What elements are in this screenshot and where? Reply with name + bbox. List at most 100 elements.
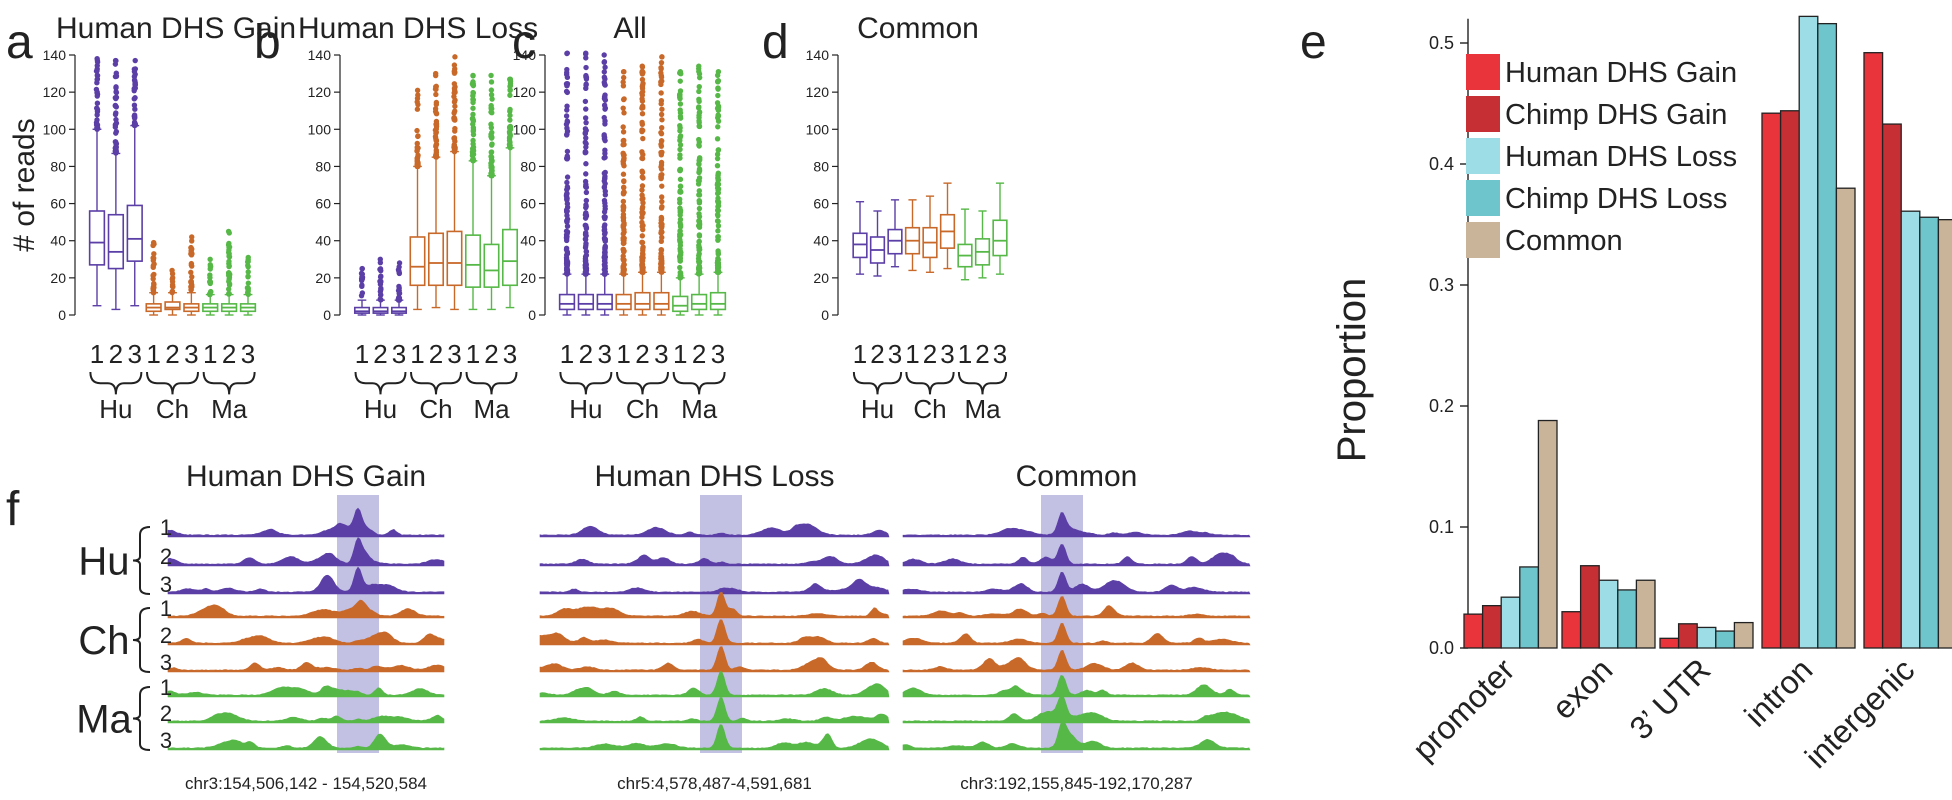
outlier-point xyxy=(93,119,100,126)
legend-label: Human DHS Loss xyxy=(1505,141,1737,173)
bar xyxy=(1863,52,1884,649)
panel-letter-c: c xyxy=(512,16,536,69)
outlier-point xyxy=(488,149,495,155)
outlier-point xyxy=(602,106,608,112)
outlier-point xyxy=(583,106,589,112)
outlier-point xyxy=(639,168,645,174)
panel-title-a: Human DHS Gain xyxy=(56,12,296,45)
box-iqr xyxy=(501,228,519,287)
outlier-point xyxy=(564,197,570,203)
x-tick-label: 1 xyxy=(853,339,867,369)
y-tick-label: 40 xyxy=(813,233,829,249)
outlier-point xyxy=(639,98,646,104)
outlier-point xyxy=(93,68,100,74)
outlier-point xyxy=(582,253,589,260)
outlier-point xyxy=(601,209,608,215)
y-tick-label: 120 xyxy=(308,84,332,100)
outlier-point xyxy=(639,64,646,70)
outlier-point xyxy=(583,64,589,71)
outlier-point xyxy=(452,103,458,109)
outlier-point xyxy=(226,282,233,288)
bar xyxy=(1598,579,1619,649)
bar xyxy=(1835,187,1856,649)
x-tick-label: 1 xyxy=(466,339,480,369)
outlier-point xyxy=(658,159,665,166)
outlier-point xyxy=(659,198,665,205)
x-tick-label: 3 xyxy=(392,339,406,369)
y-tick-label: 140 xyxy=(43,47,67,63)
outlier-point xyxy=(621,110,627,116)
track-brace xyxy=(132,607,151,673)
box-iqr xyxy=(427,232,445,287)
box-Hu-1 xyxy=(852,201,868,275)
x-tick-label: 3 xyxy=(711,339,725,369)
outlier-point xyxy=(470,117,476,123)
signal-track-Ch-1 xyxy=(902,596,1251,619)
outlier-point xyxy=(639,76,646,83)
outlier-point xyxy=(94,112,100,118)
signal-track-Ch-3 xyxy=(902,649,1251,673)
group-brace xyxy=(465,371,518,395)
y-tick-label: 80 xyxy=(50,158,66,174)
box-Ma-2 xyxy=(690,63,708,316)
x-tick-label: 2 xyxy=(109,339,123,369)
signal-track-Ma-3 xyxy=(902,720,1251,751)
outlier-point xyxy=(715,255,721,262)
outlier-point xyxy=(621,96,627,102)
outlier-point xyxy=(131,102,138,108)
outlier-point xyxy=(507,81,514,87)
y-tick-label: 0.0 xyxy=(1429,638,1454,658)
x-tick-label: 2 xyxy=(484,339,498,369)
track-rep-label: 2 xyxy=(160,623,172,648)
outlier-point xyxy=(696,74,703,81)
outlier-point xyxy=(715,115,721,121)
box-Hu-3 xyxy=(126,57,143,307)
outlier-point xyxy=(207,280,213,287)
outlier-point xyxy=(677,223,684,230)
outlier-point xyxy=(359,290,366,296)
box-Ma-3 xyxy=(992,182,1008,275)
outlier-point xyxy=(451,70,458,76)
box-Ma-1 xyxy=(672,69,689,316)
outlier-point xyxy=(207,256,213,262)
outlier-point xyxy=(470,89,476,96)
track-region-0: Human DHS Gain chr3:154,506,142 - 154,520… xyxy=(167,460,445,793)
y-tick-label: 60 xyxy=(50,196,66,212)
bar xyxy=(1696,626,1717,649)
signal-track-Ma-2 xyxy=(539,697,890,724)
outlier-point xyxy=(620,231,626,237)
outlier-point xyxy=(470,105,476,111)
outlier-point xyxy=(359,266,365,272)
outlier-point xyxy=(563,113,570,119)
box-Ma-2 xyxy=(220,228,238,316)
outlier-point xyxy=(659,194,665,200)
outlier-point xyxy=(639,119,645,126)
outlier-point xyxy=(378,286,384,293)
x-tick-label: 3 xyxy=(598,339,612,369)
outlier-point xyxy=(658,247,665,253)
track-brace xyxy=(132,686,151,751)
outlier-point xyxy=(583,248,590,255)
outlier-point xyxy=(677,142,684,148)
outlier-point xyxy=(695,105,702,111)
y-tick-label: 40 xyxy=(315,233,331,249)
group-brace xyxy=(410,371,462,395)
signal-track-Ch-3 xyxy=(167,661,445,673)
outlier-point xyxy=(488,72,494,79)
box-iqr xyxy=(709,291,727,311)
bar xyxy=(1919,216,1940,649)
bar-group-3: intron xyxy=(1737,15,1856,734)
x-tick-label: 3 xyxy=(241,339,255,369)
y-tick-label: 20 xyxy=(315,270,331,286)
outlier-point xyxy=(696,251,702,257)
outlier-point xyxy=(659,183,665,189)
outlier-point xyxy=(583,197,590,204)
panel-letter-b: b xyxy=(254,16,281,69)
species-label-Ch: Ch xyxy=(913,394,946,424)
box-iqr xyxy=(577,293,595,311)
outlier-point xyxy=(715,195,721,201)
legend-label: Common xyxy=(1505,225,1623,257)
outlier-point xyxy=(582,130,589,136)
outlier-point xyxy=(715,78,721,85)
box-iqr xyxy=(409,236,426,287)
